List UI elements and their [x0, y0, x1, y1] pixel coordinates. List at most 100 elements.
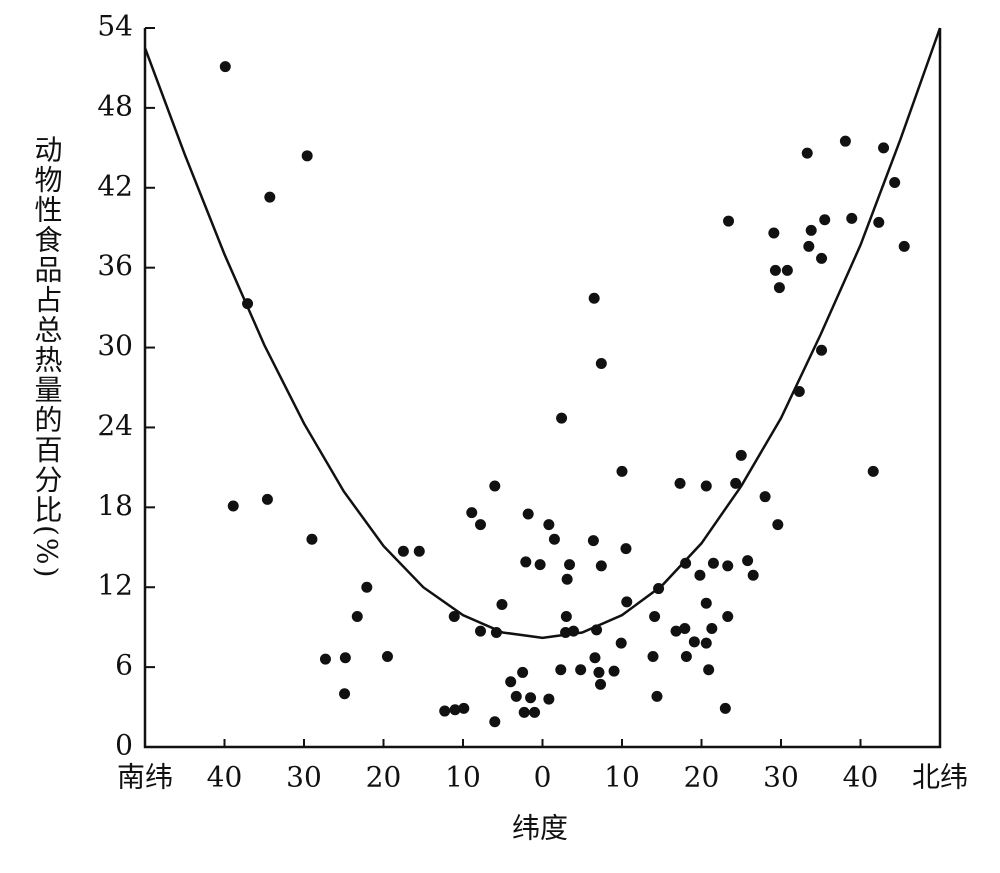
point	[873, 216, 885, 228]
point	[700, 597, 712, 609]
point	[773, 282, 785, 294]
x-axis-title: 纬度	[512, 812, 568, 845]
point	[889, 176, 901, 188]
y-tick-label: 24	[97, 409, 133, 442]
point	[759, 491, 771, 503]
x-tick-label: 10	[445, 761, 481, 794]
point	[706, 622, 718, 634]
point	[593, 666, 605, 678]
point	[301, 150, 313, 162]
point	[474, 625, 486, 637]
point	[621, 596, 633, 608]
x-tick-label: 0	[534, 761, 552, 794]
point	[589, 652, 601, 664]
point	[306, 533, 318, 545]
x-tick-label: 30	[763, 761, 799, 794]
point	[772, 519, 784, 531]
point	[397, 545, 409, 557]
point	[707, 557, 719, 569]
point	[505, 676, 517, 688]
point	[674, 477, 686, 489]
point	[801, 147, 813, 159]
point	[878, 142, 890, 154]
point	[510, 690, 522, 702]
point	[647, 650, 659, 662]
point	[730, 477, 742, 489]
point	[588, 292, 600, 304]
point	[489, 480, 501, 492]
point	[722, 611, 734, 623]
point	[679, 622, 691, 634]
point	[867, 465, 879, 477]
point	[651, 690, 663, 702]
point	[793, 385, 805, 397]
y-tick-label: 36	[97, 249, 133, 282]
point	[803, 240, 815, 252]
point	[555, 664, 567, 676]
point	[489, 716, 501, 728]
point	[742, 555, 754, 567]
point	[839, 135, 851, 147]
point	[719, 702, 731, 714]
point	[615, 637, 627, 649]
point	[556, 412, 568, 424]
point	[694, 569, 706, 581]
point	[474, 519, 486, 531]
point	[548, 533, 560, 545]
point	[816, 252, 828, 264]
axis-line	[143, 28, 942, 749]
y-tick-label: 18	[97, 489, 133, 522]
point	[688, 636, 700, 648]
point	[264, 191, 276, 203]
point	[769, 264, 781, 276]
y-tick-label: 0	[115, 729, 133, 762]
point	[747, 569, 759, 581]
point	[517, 666, 529, 678]
y-axis-title: 动物性食品占总热量的百分比(%)	[31, 135, 64, 579]
point	[339, 688, 351, 700]
point	[587, 535, 599, 547]
point	[735, 449, 747, 461]
x-tick-label: 40	[843, 761, 879, 794]
y-tick-label: 30	[97, 329, 133, 362]
point	[439, 705, 451, 717]
point	[529, 706, 541, 718]
point	[595, 560, 607, 572]
point	[339, 652, 351, 664]
point	[490, 626, 502, 638]
point	[227, 500, 239, 512]
fit-curve	[143, 27, 942, 640]
point	[543, 519, 555, 531]
point	[219, 61, 231, 73]
point	[361, 581, 373, 593]
point	[448, 611, 460, 623]
point	[680, 557, 692, 569]
point	[670, 625, 682, 637]
y-tick-label: 12	[97, 569, 133, 602]
point	[568, 625, 580, 637]
point	[575, 664, 587, 676]
point	[649, 611, 661, 623]
point	[564, 559, 576, 571]
point	[723, 215, 735, 227]
point	[768, 227, 780, 239]
y-tick-label: 42	[97, 169, 133, 202]
y-tick-label: 48	[97, 89, 133, 122]
point	[534, 559, 546, 571]
point	[620, 543, 632, 555]
point	[543, 693, 555, 705]
point	[413, 545, 425, 557]
x-tick-label: 40	[207, 761, 243, 794]
point	[781, 264, 793, 276]
point	[261, 493, 273, 505]
point	[522, 508, 534, 520]
x-tick-label: 南纬	[117, 761, 173, 794]
point	[458, 702, 470, 714]
point	[520, 556, 532, 568]
point	[846, 212, 858, 224]
point	[653, 583, 665, 595]
point	[805, 224, 817, 236]
x-tick-label: 北纬	[912, 761, 968, 794]
point	[595, 358, 607, 370]
